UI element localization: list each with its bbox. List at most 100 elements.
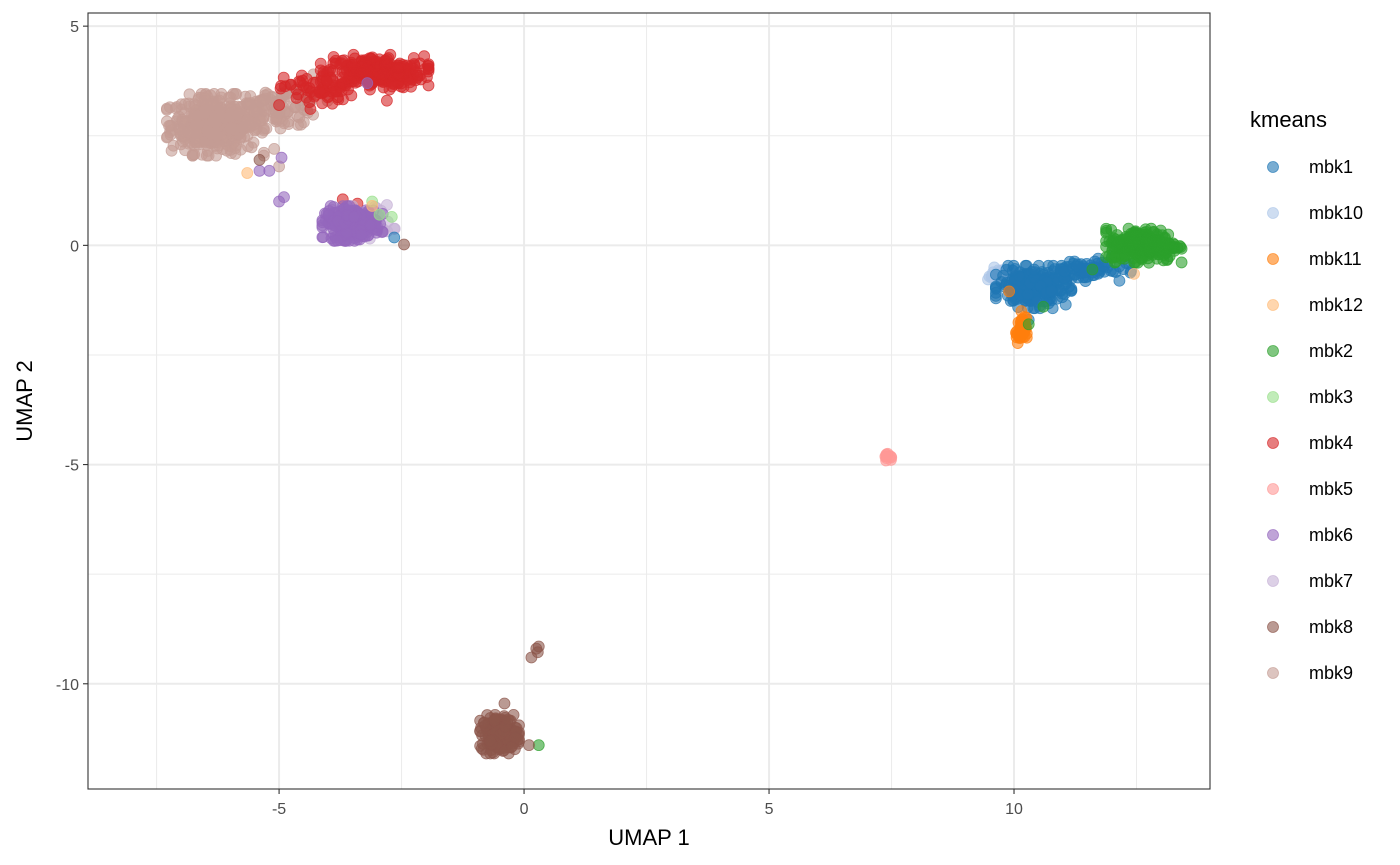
point-mbk8: [523, 739, 535, 752]
point-mbk4: [338, 54, 351, 67]
legend-item-mbk3: mbk3: [1267, 387, 1353, 407]
point-mbk9: [274, 122, 287, 135]
point-mbk8: [478, 716, 490, 729]
legend-key-mbk1: [1267, 161, 1279, 173]
point-mbk9: [176, 113, 189, 126]
point-mbk6: [253, 164, 266, 177]
legend-key-mbk6: [1267, 529, 1279, 541]
legend-label: mbk1: [1309, 157, 1353, 177]
series-mbk1: [388, 231, 1138, 326]
series-mbk2: [532, 222, 1188, 752]
legend-item-mbk9: mbk9: [1267, 663, 1353, 683]
point-mbk2: [1128, 228, 1141, 241]
point-mbk4: [356, 66, 369, 78]
legend-item-mbk7: mbk7: [1267, 571, 1353, 591]
point-mbk2: [1086, 263, 1099, 276]
point-mbk2: [1142, 252, 1154, 265]
point-mbk4: [277, 71, 290, 84]
legend-item-mbk6: mbk6: [1267, 525, 1353, 545]
point-mbk1: [1021, 288, 1034, 301]
legend-key-mbk8: [1267, 621, 1279, 633]
grid-lines: [88, 13, 1210, 789]
legend-label: mbk5: [1309, 479, 1353, 499]
x-axis-title: UMAP 1: [608, 825, 690, 850]
point-mbk9: [224, 122, 237, 135]
point-mbk9: [200, 149, 213, 162]
point-mbk11: [1003, 285, 1016, 298]
legend-item-mbk5: mbk5: [1267, 479, 1353, 499]
point-mbk9: [241, 114, 254, 127]
legend-label: mbk10: [1309, 203, 1363, 223]
legend-key-mbk10: [1267, 207, 1279, 219]
legend-label: mbk2: [1309, 341, 1353, 361]
point-mbk6: [317, 231, 330, 243]
point-mbk9: [224, 100, 237, 113]
point-mbk1: [1070, 260, 1083, 273]
data-points: [160, 48, 1188, 760]
y-tick-label: 5: [70, 19, 79, 36]
point-mbk9: [242, 140, 254, 153]
legend-key-mbk4: [1267, 437, 1279, 449]
y-axis-title: UMAP 2: [12, 360, 37, 442]
point-mbk4: [386, 77, 399, 90]
legend-label: mbk9: [1309, 663, 1353, 683]
legend-key-mbk11: [1267, 253, 1279, 265]
legend-item-mbk2: mbk2: [1267, 341, 1353, 361]
point-mbk6: [364, 219, 377, 231]
legend-key-mbk12: [1267, 299, 1279, 311]
x-tick-label: 5: [765, 801, 774, 818]
point-mbk1: [1098, 265, 1111, 278]
point-mbk9: [183, 88, 196, 101]
point-mbk1: [1045, 284, 1058, 297]
point-mbk6: [355, 228, 368, 241]
legend-label: mbk12: [1309, 295, 1363, 315]
point-mbk2: [1100, 222, 1113, 235]
y-tick-label: -10: [56, 677, 79, 694]
point-mbk6: [316, 219, 329, 232]
point-mbk11: [1010, 328, 1023, 341]
point-mbk4: [322, 90, 335, 103]
point-mbk11: [1015, 305, 1028, 318]
series-mbk12: [241, 167, 1140, 280]
point-mbk9: [231, 108, 244, 121]
point-mbk2: [1108, 251, 1120, 264]
point-mbk9: [268, 143, 281, 155]
point-mbk4: [336, 78, 348, 90]
point-mbk8: [531, 646, 544, 659]
legend-key-mbk7: [1267, 575, 1279, 587]
point-mbk9: [179, 98, 192, 110]
series-mbk9: [160, 68, 334, 173]
point-mbk8: [488, 714, 501, 726]
legend-key-mbk5: [1267, 483, 1279, 495]
point-mbk12: [241, 167, 254, 179]
point-mbk2: [1175, 256, 1188, 269]
point-mbk4: [303, 96, 316, 109]
point-mbk6: [331, 234, 344, 247]
x-tick-label: -5: [272, 801, 286, 818]
y-tick-label: -5: [65, 458, 79, 475]
point-mbk9: [229, 142, 242, 155]
legend-item-mbk4: mbk4: [1267, 433, 1353, 453]
point-mbk6: [263, 164, 276, 177]
point-mbk1: [989, 292, 1002, 305]
legend-item-mbk10: mbk10: [1267, 203, 1363, 223]
point-mbk4: [391, 61, 404, 74]
point-mbk9: [192, 93, 205, 106]
x-tick-label: 10: [1005, 801, 1023, 818]
legend-title: kmeans: [1250, 107, 1327, 132]
legend-item-mbk11: mbk11: [1267, 249, 1362, 269]
point-mbk9: [258, 92, 271, 105]
plot-background: [88, 13, 1210, 789]
point-mbk4: [336, 66, 349, 78]
point-mbk1: [1004, 295, 1017, 307]
point-mbk8: [509, 731, 522, 744]
point-mbk4: [294, 76, 307, 89]
series-mbk6: [253, 77, 389, 247]
legend-key-mbk9: [1267, 667, 1279, 679]
point-mbk6: [275, 151, 288, 164]
point-mbk9: [201, 124, 214, 137]
point-mbk8: [501, 713, 514, 726]
legend-label: mbk4: [1309, 433, 1353, 453]
point-mbk12: [366, 200, 379, 212]
